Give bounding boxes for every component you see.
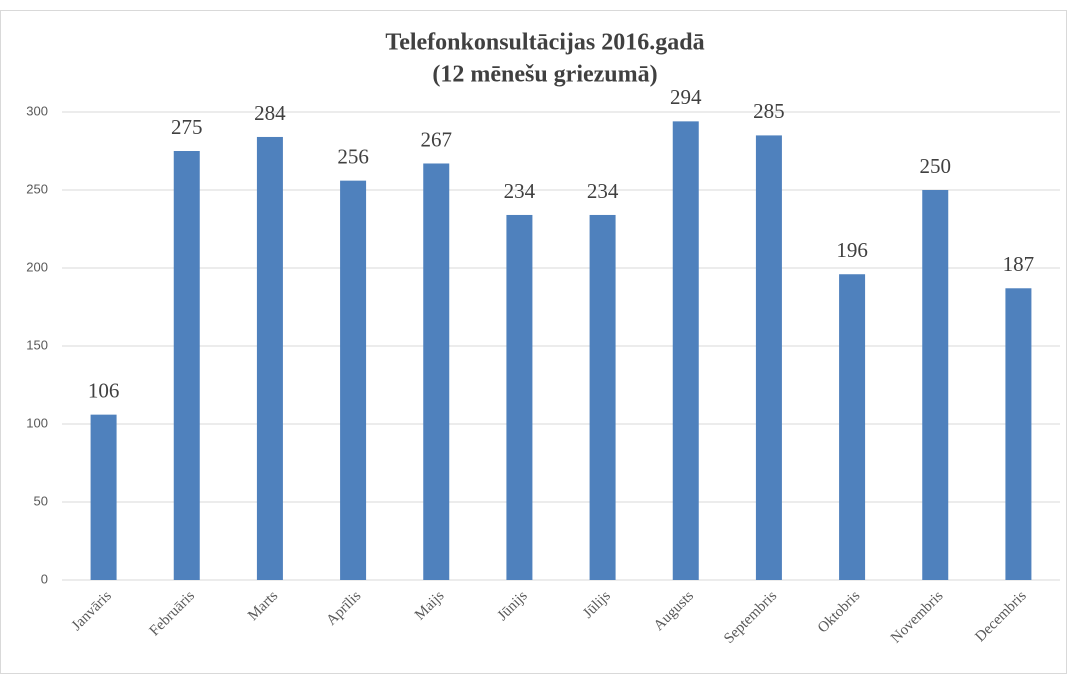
bar (922, 190, 949, 580)
bar (423, 163, 450, 581)
y-tick-label: 150 (26, 337, 48, 352)
bar (90, 414, 117, 580)
data-label: 250 (920, 154, 952, 178)
bar (173, 151, 200, 580)
data-label: 234 (587, 179, 619, 203)
y-tick-label: 200 (26, 259, 48, 274)
data-label: 267 (421, 127, 453, 151)
data-label: 275 (171, 115, 203, 139)
y-tick-label: 0 (41, 571, 48, 586)
data-label: 294 (670, 85, 702, 109)
y-tick-label: 250 (26, 181, 48, 196)
bar (755, 135, 782, 580)
data-label: 187 (1003, 252, 1035, 276)
data-label: 234 (504, 179, 536, 203)
data-label: 284 (254, 101, 286, 125)
bar (506, 214, 533, 580)
bar (1005, 288, 1032, 580)
y-tick-label: 100 (26, 415, 48, 430)
data-label: 106 (88, 378, 120, 402)
data-label: 285 (753, 99, 785, 123)
y-tick-label: 300 (26, 103, 48, 118)
bar (589, 214, 616, 580)
chart-frame (0, 10, 1067, 674)
bar (340, 180, 367, 580)
chart-subtitle: (12 mēnešu griezumā) (432, 62, 657, 88)
data-label: 196 (836, 238, 868, 262)
data-label: 256 (337, 144, 369, 168)
bar (839, 274, 866, 580)
y-tick-label: 50 (34, 493, 48, 508)
chart-title: Telefonkonsultācijas 2016.gadā (385, 30, 704, 56)
bar (256, 136, 283, 580)
bar (672, 121, 699, 581)
